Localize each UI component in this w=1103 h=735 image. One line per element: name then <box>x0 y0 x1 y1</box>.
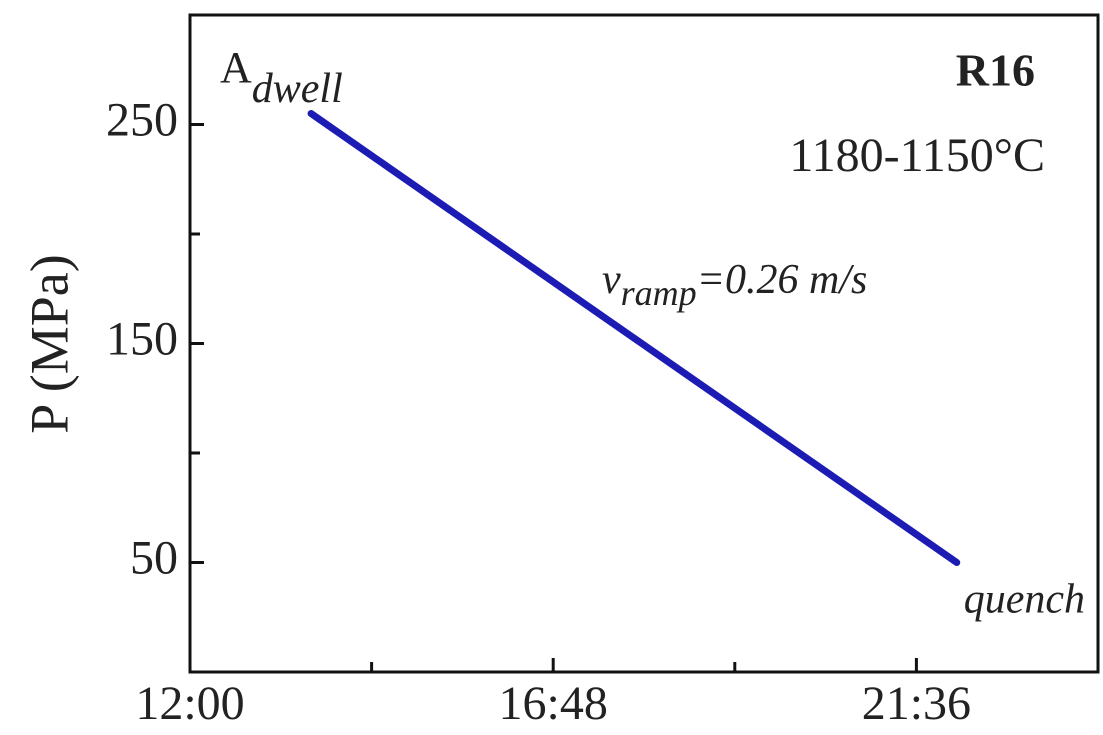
annotation: quench <box>964 577 1085 623</box>
x-tick-label: 12:00 <box>135 677 244 730</box>
annotation-subscript: ramp <box>621 273 697 313</box>
annotation-text: =0.26 m/s <box>697 257 868 303</box>
annotation-subscript: dwell <box>252 66 343 112</box>
y-tick-label: 50 <box>130 532 178 585</box>
x-tick-label: 16:48 <box>499 677 608 730</box>
annotation-text: v <box>602 257 621 303</box>
chart-subtitle: 1180-1150°C <box>789 129 1045 182</box>
x-tick-label: 21:36 <box>862 677 971 730</box>
annotation: vramp=0.26 m/s <box>602 257 867 314</box>
annotation: Adwell <box>220 43 343 112</box>
annotation-text: A <box>220 43 252 92</box>
y-tick-label: 150 <box>106 313 178 366</box>
data-line <box>307 110 961 566</box>
y-tick-label: 250 <box>106 94 178 147</box>
chart-title: R16 <box>956 45 1035 96</box>
y-axis-label: P (MPa) <box>19 254 79 434</box>
